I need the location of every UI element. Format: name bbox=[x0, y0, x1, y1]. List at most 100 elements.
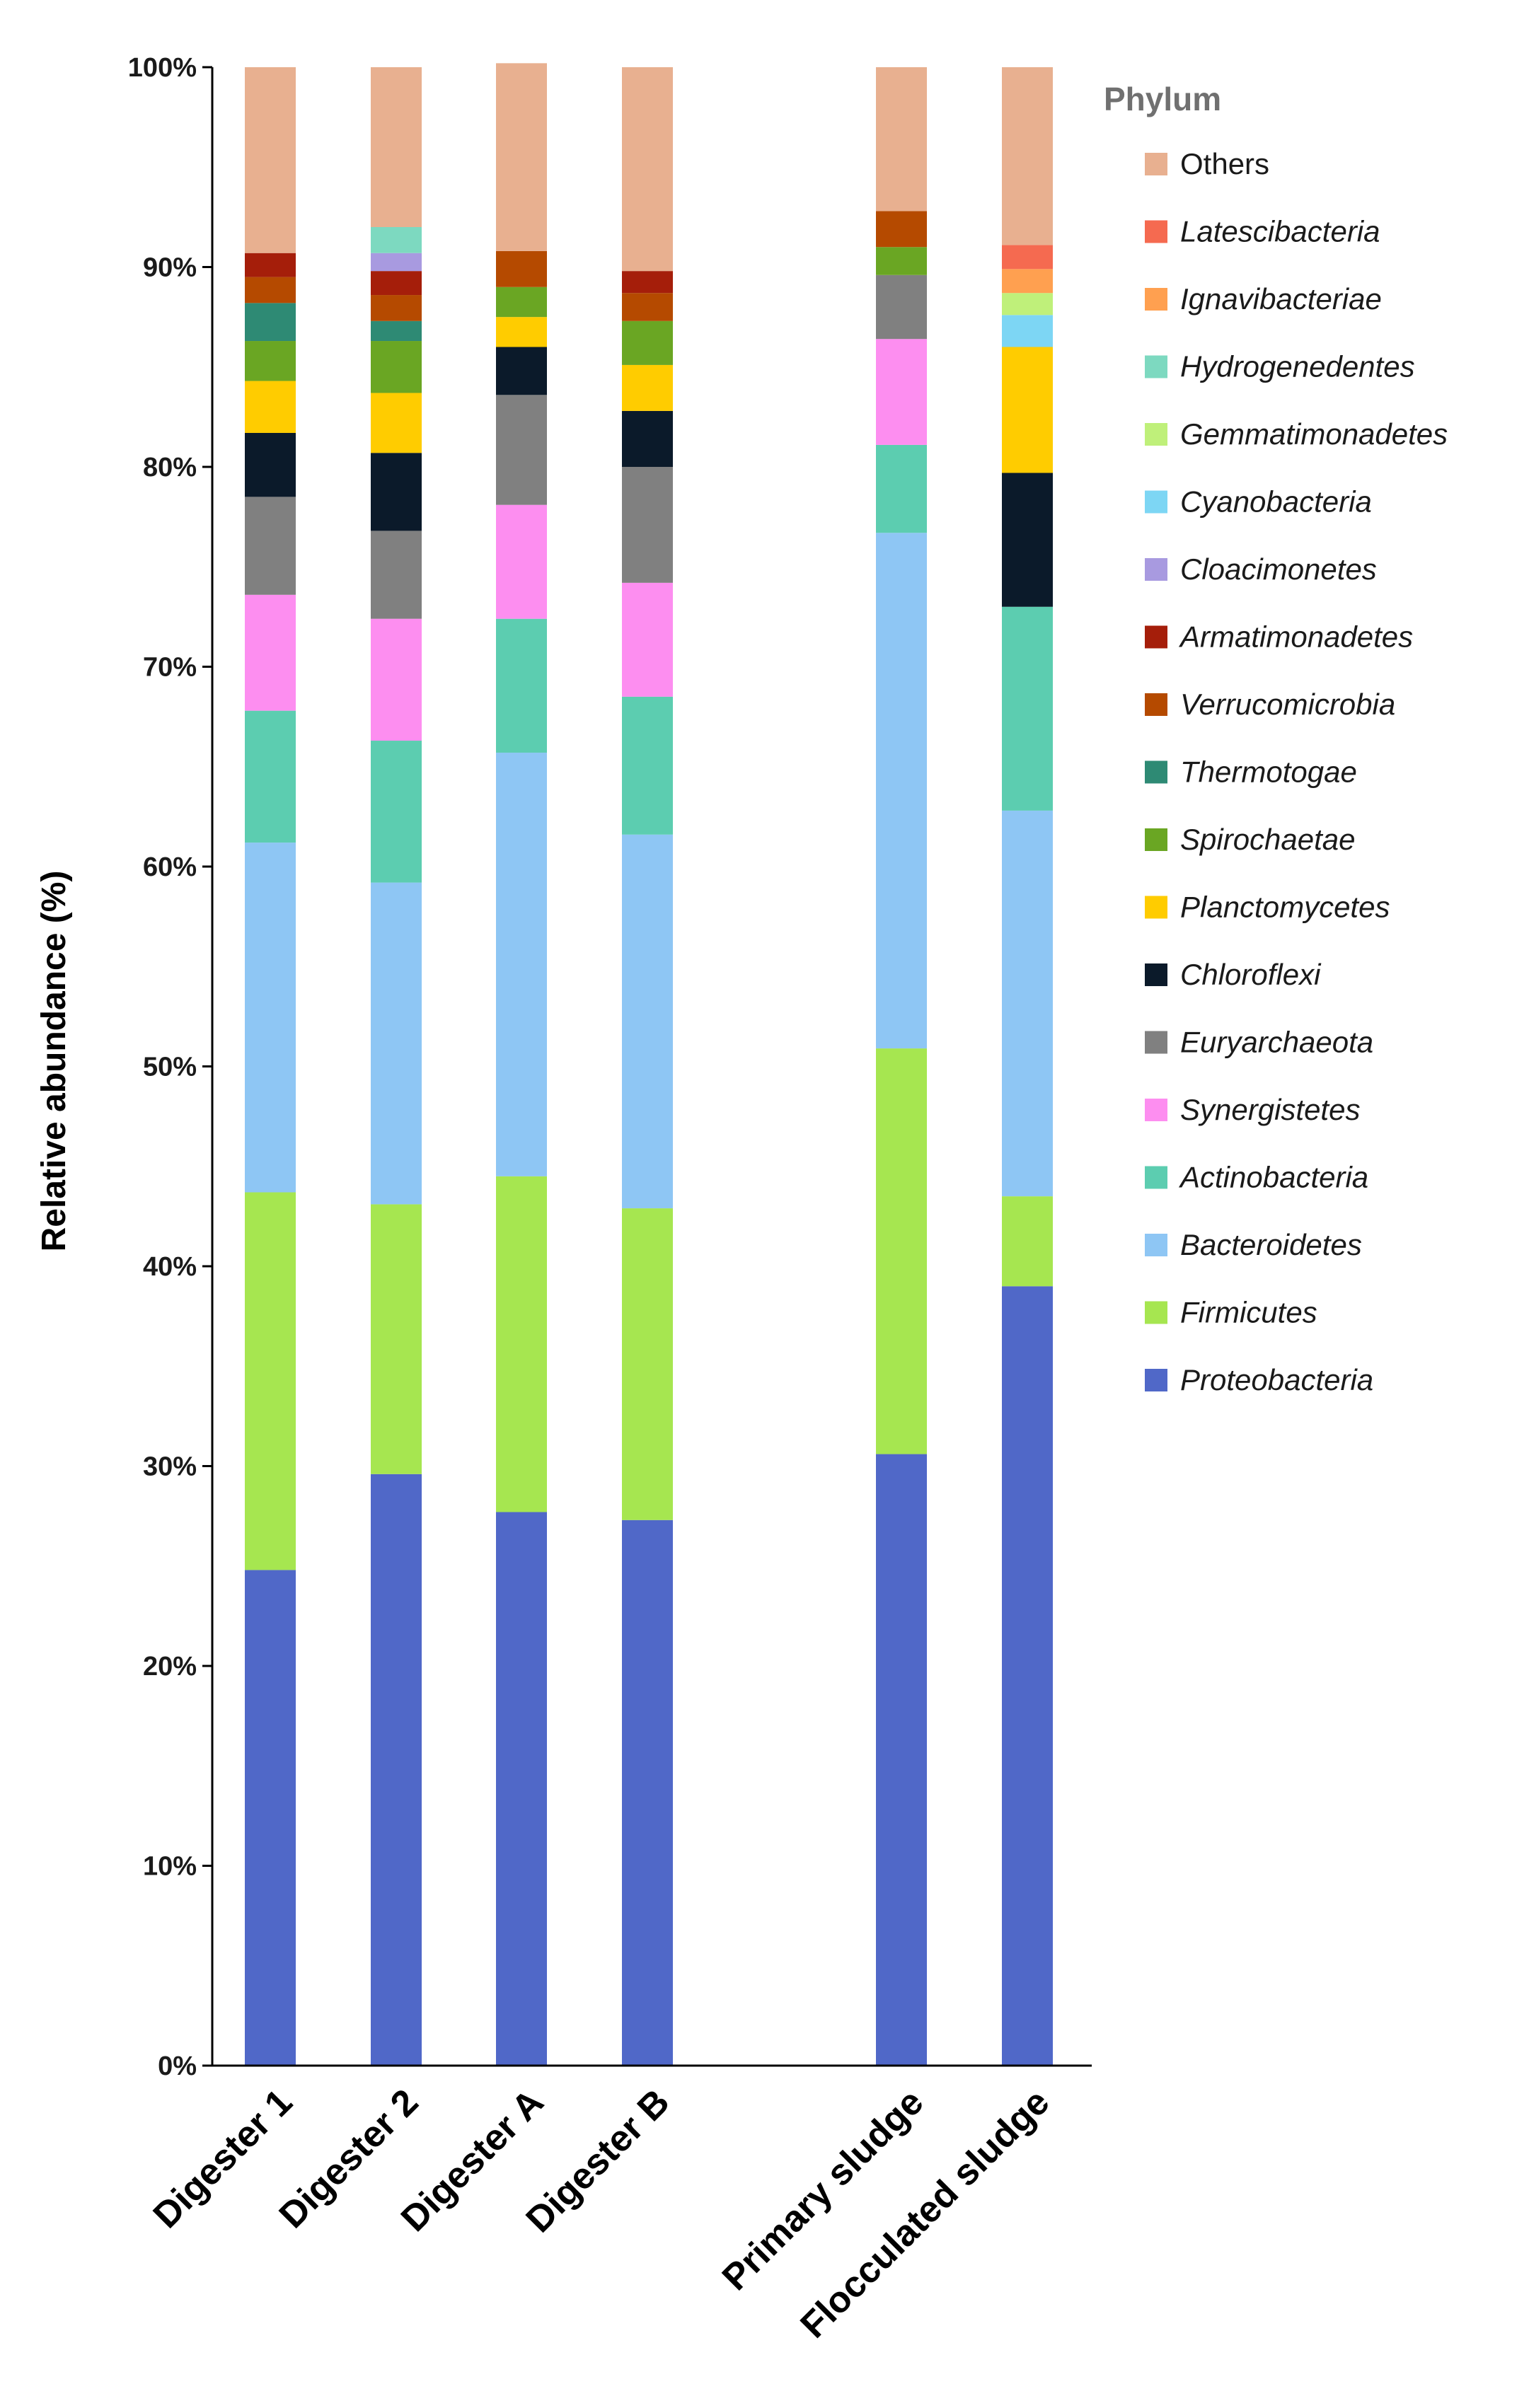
legend-swatch-latescibacteria bbox=[1145, 220, 1167, 243]
legend-swatch-hydrogenedentes bbox=[1145, 355, 1167, 378]
bar-segment-primary-sludge-proteobacteria bbox=[876, 1454, 927, 2066]
bar-segment-digester-a-others bbox=[496, 63, 547, 251]
legend-swatch-synergistetes bbox=[1145, 1099, 1167, 1121]
bar-segment-digester-1-spirochaetae bbox=[245, 341, 296, 381]
bar-segment-digester-a-proteobacteria bbox=[496, 1512, 547, 2066]
legend-swatch-ignavibacteriae bbox=[1145, 288, 1167, 311]
bar-segment-digester-a-spirochaetae bbox=[496, 286, 547, 318]
bar-segment-digester-2-planctomycetes bbox=[371, 393, 422, 453]
bar-segment-primary-sludge-bacteroidetes bbox=[876, 533, 927, 1049]
y-tick-label: 40% bbox=[143, 1252, 197, 1282]
legend-label-actinobacteria: Actinobacteria bbox=[1178, 1161, 1368, 1194]
legend-items: Others Latescibacteria Ignavibacteriae Hydr… bbox=[1145, 147, 1448, 1396]
bar-segment-primary-sludge-synergistetes bbox=[876, 339, 927, 445]
bar-segment-digester-b-planctomycetes bbox=[622, 364, 673, 411]
bar-segment-digester-1-euryarchaeota bbox=[245, 497, 296, 595]
legend-swatch-spirochaetae bbox=[1145, 828, 1167, 851]
bar-segment-digester-2-euryarchaeota bbox=[371, 531, 422, 619]
legend-swatch-euryarchaeota bbox=[1145, 1031, 1167, 1054]
legend-swatch-proteobacteria bbox=[1145, 1369, 1167, 1391]
bar-segment-flocculated-sludge-ignavibacteriae bbox=[1002, 269, 1053, 294]
y-tick-label: 80% bbox=[143, 453, 197, 482]
legend-title: Phylum bbox=[1104, 81, 1221, 117]
bar-segment-flocculated-sludge-actinobacteria bbox=[1002, 606, 1053, 811]
legend-label-euryarchaeota: Euryarchaeota bbox=[1180, 1026, 1373, 1059]
legend: Phylum Others Latescibacteria Ignavibacter… bbox=[1104, 81, 1448, 1396]
bar-segment-flocculated-sludge-proteobacteria bbox=[1002, 1286, 1053, 2066]
legend-label-proteobacteria: Proteobacteria bbox=[1180, 1363, 1373, 1396]
bar-segment-digester-2-synergistetes bbox=[371, 618, 422, 741]
bar-segment-digester-1-chloroflexi bbox=[245, 432, 296, 497]
bar-segment-digester-2-chloroflexi bbox=[371, 453, 422, 531]
bar-segment-digester-2-bacteroidetes bbox=[371, 882, 422, 1205]
y-tick-label: 90% bbox=[143, 253, 197, 283]
legend-swatch-cyanobacteria bbox=[1145, 490, 1167, 514]
legend-swatch-armatimonadetes bbox=[1145, 625, 1167, 649]
bar-segment-digester-b-bacteroidetes bbox=[622, 834, 673, 1209]
legend-swatch-cloacimonetes bbox=[1145, 558, 1167, 581]
y-tick-label: 70% bbox=[143, 653, 197, 683]
bar-segment-digester-1-bacteroidetes bbox=[245, 843, 296, 1193]
bar-segment-digester-2-firmicutes bbox=[371, 1204, 422, 1474]
bar-segment-digester-b-synergistetes bbox=[622, 582, 673, 697]
legend-swatch-planctomycetes bbox=[1145, 896, 1167, 919]
bar-segment-primary-sludge-euryarchaeota bbox=[876, 274, 927, 340]
legend-label-hydrogenedentes: Hydrogenedentes bbox=[1180, 350, 1415, 383]
legend-swatch-bacteroidetes bbox=[1145, 1234, 1167, 1256]
bar-segment-flocculated-sludge-bacteroidetes bbox=[1002, 810, 1053, 1197]
legend-label-chloroflexi: Chloroflexi bbox=[1180, 958, 1322, 991]
bar-segment-flocculated-sludge-chloroflexi bbox=[1002, 473, 1053, 607]
bar-segment-digester-a-synergistetes bbox=[496, 504, 547, 619]
bar-segment-digester-b-euryarchaeota bbox=[622, 467, 673, 583]
bar-segment-digester-b-firmicutes bbox=[622, 1208, 673, 1520]
y-tick-label: 50% bbox=[143, 1053, 197, 1082]
legend-label-synergistetes: Synergistetes bbox=[1180, 1093, 1360, 1126]
bar-segment-digester-2-others bbox=[371, 67, 422, 227]
bar-segment-digester-1-firmicutes bbox=[245, 1192, 296, 1570]
bar-segment-digester-b-verrucomicrobia bbox=[622, 293, 673, 321]
bar-segment-digester-1-planctomycetes bbox=[245, 381, 296, 433]
legend-label-bacteroidetes: Bacteroidetes bbox=[1180, 1228, 1362, 1261]
legend-label-cyanobacteria: Cyanobacteria bbox=[1180, 485, 1372, 519]
legend-swatch-thermotogae bbox=[1145, 760, 1167, 784]
y-ticks: 0% 10% 20% 30% 40% 50% 60% 70% 80% 90% 100% bbox=[128, 53, 212, 2081]
bar-segment-primary-sludge-spirochaetae bbox=[876, 247, 927, 275]
y-tick-label: 100% bbox=[128, 53, 197, 83]
bar-segment-primary-sludge-verrucomicrobia bbox=[876, 211, 927, 248]
y-tick-label: 10% bbox=[143, 1852, 197, 1882]
bar-segment-digester-2-hydrogenedentes bbox=[371, 227, 422, 253]
bar-segment-digester-2-actinobacteria bbox=[371, 741, 422, 883]
bar-segment-digester-2-armatimonadetes bbox=[371, 271, 422, 296]
legend-swatch-chloroflexi bbox=[1145, 963, 1167, 986]
bar-segment-digester-2-thermotogae bbox=[371, 320, 422, 342]
bar-segment-digester-b-armatimonadetes bbox=[622, 271, 673, 294]
legend-label-gemmatimonadetes: Gemmatimonadetes bbox=[1180, 417, 1448, 451]
bar-segment-digester-a-euryarchaeota bbox=[496, 395, 547, 505]
legend-swatch-actinobacteria bbox=[1145, 1166, 1167, 1189]
bar-segment-digester-a-actinobacteria bbox=[496, 618, 547, 753]
y-tick-label: 0% bbox=[158, 2051, 197, 2081]
bar-segment-digester-2-verrucomicrobia bbox=[371, 295, 422, 321]
bar-segment-flocculated-sludge-planctomycetes bbox=[1002, 347, 1053, 473]
y-tick-label: 60% bbox=[143, 852, 197, 882]
bar-segment-digester-1-armatimonadetes bbox=[245, 253, 296, 277]
bar-segment-digester-1-proteobacteria bbox=[245, 1570, 296, 2066]
bars-group bbox=[245, 63, 1053, 2066]
bar-segment-digester-b-proteobacteria bbox=[622, 1520, 673, 2066]
bar-segment-flocculated-sludge-cyanobacteria bbox=[1002, 315, 1053, 347]
bar-segment-digester-1-actinobacteria bbox=[245, 710, 296, 843]
legend-swatch-firmicutes bbox=[1145, 1301, 1167, 1324]
bar-segment-primary-sludge-others bbox=[876, 67, 927, 212]
bar-segment-flocculated-sludge-firmicutes bbox=[1002, 1196, 1053, 1287]
y-axis-title: Relative abundance (%) bbox=[35, 871, 73, 1252]
legend-swatch-verrucomicrobia bbox=[1145, 693, 1167, 716]
bar-segment-digester-a-bacteroidetes bbox=[496, 752, 547, 1176]
bar-segment-digester-b-actinobacteria bbox=[622, 696, 673, 835]
category-label-flocculated-sludge: Flocculated sludge bbox=[792, 2081, 1057, 2346]
y-axis: 0% 10% 20% 30% 40% 50% 60% 70% 80% 90% 100% bbox=[128, 53, 1092, 2081]
legend-label-thermotogae: Thermotogae bbox=[1180, 756, 1357, 789]
bar-segment-digester-2-proteobacteria bbox=[371, 1474, 422, 2066]
bar-segment-primary-sludge-firmicutes bbox=[876, 1048, 927, 1454]
